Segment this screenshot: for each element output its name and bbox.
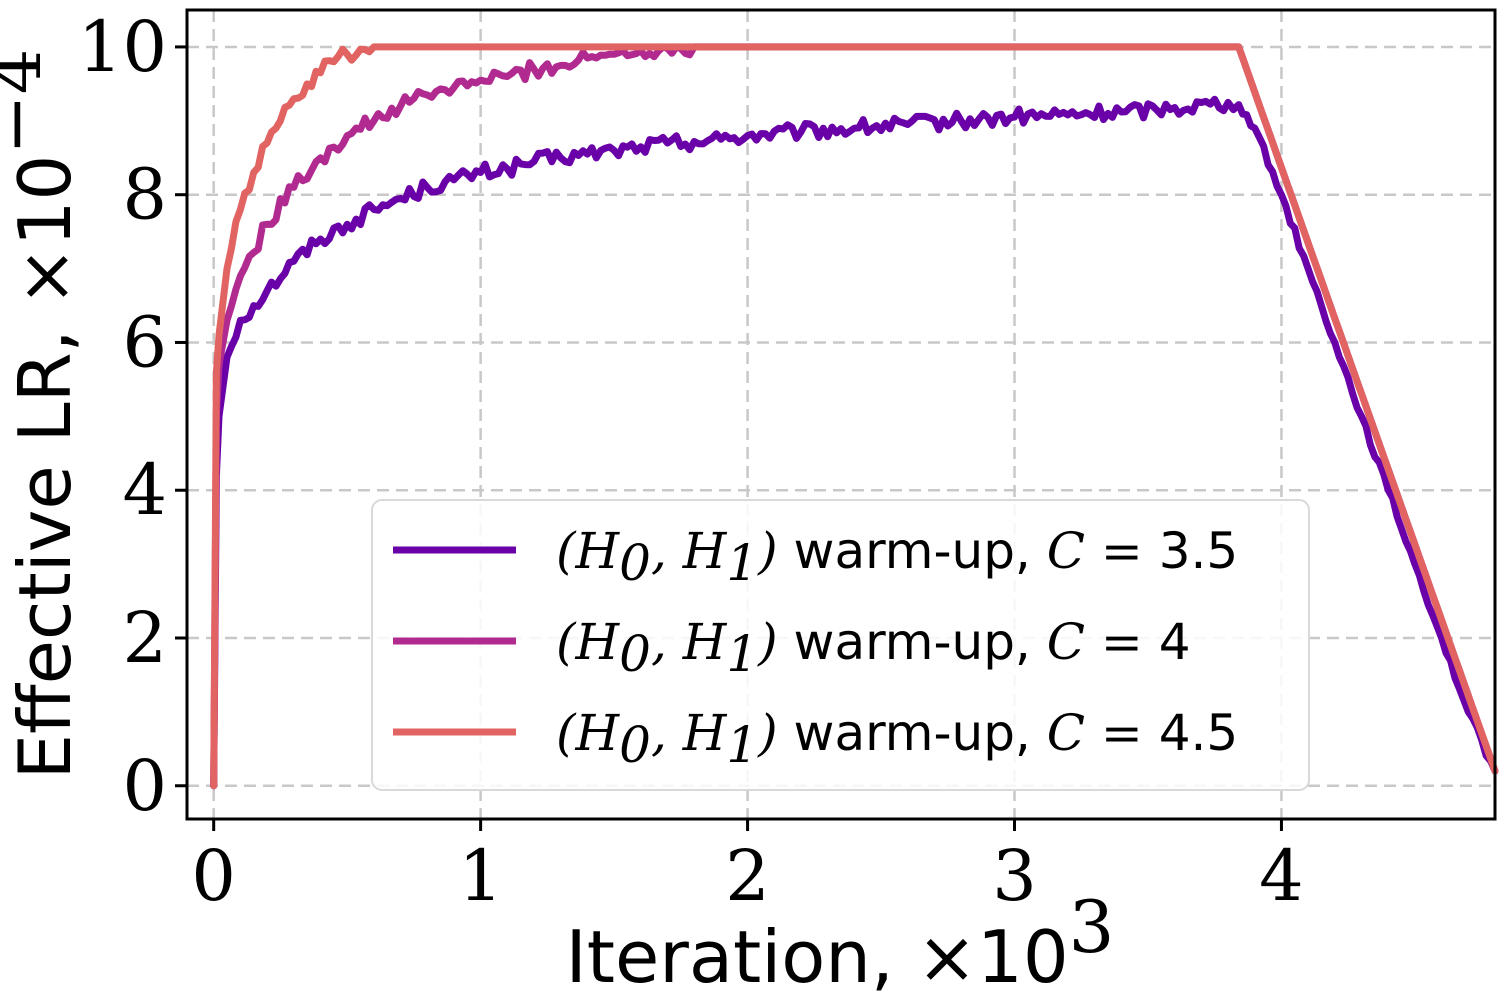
axis-ticks: 0 1 2 3 4 0 2 4 6 8 10 xyxy=(78,6,1304,917)
y-tick-label: 10 xyxy=(78,6,167,88)
legend-label: (H0, H1) warm-up, C = 3.5 xyxy=(556,522,1238,592)
y-tick-label: 8 xyxy=(122,154,167,236)
y-tick-label: 2 xyxy=(122,597,167,679)
series-line-1 xyxy=(210,95,1499,790)
y-axis-label-exponent: −4 xyxy=(0,48,57,154)
plot-frame xyxy=(185,8,1497,821)
x-tick-label: 1 xyxy=(458,835,503,917)
legend-box xyxy=(371,499,1310,791)
x-tick-label: 4 xyxy=(1259,835,1304,917)
legend-label: (H0, H1) warm-up, C = 4.5 xyxy=(556,704,1238,774)
y-tick-label: 6 xyxy=(122,301,167,383)
x-axis-label-exponent: 3 xyxy=(1069,885,1115,969)
y-axis-label-text: Effective LR, ×10 xyxy=(3,155,87,780)
y-axis-label: Effective LR, ×10−4 xyxy=(0,48,87,779)
y-tick-label: 4 xyxy=(122,449,167,531)
series-line-3 xyxy=(210,43,1499,790)
y-tick-label: 0 xyxy=(122,745,167,827)
series-lines xyxy=(210,43,1499,790)
x-tick-label: 0 xyxy=(191,835,236,917)
x-axis-label-text: Iteration, ×10 xyxy=(566,915,1069,999)
x-tick-label: 3 xyxy=(992,835,1037,917)
legend-label: (H0, H1) warm-up, C = 4 xyxy=(556,613,1191,683)
x-tick-label: 2 xyxy=(725,835,770,917)
legend: (H0, H1) warm-up, C = 3.5 (H0, H1) warm-u… xyxy=(371,499,1310,791)
x-axis-label: Iteration, ×103 xyxy=(566,885,1115,999)
